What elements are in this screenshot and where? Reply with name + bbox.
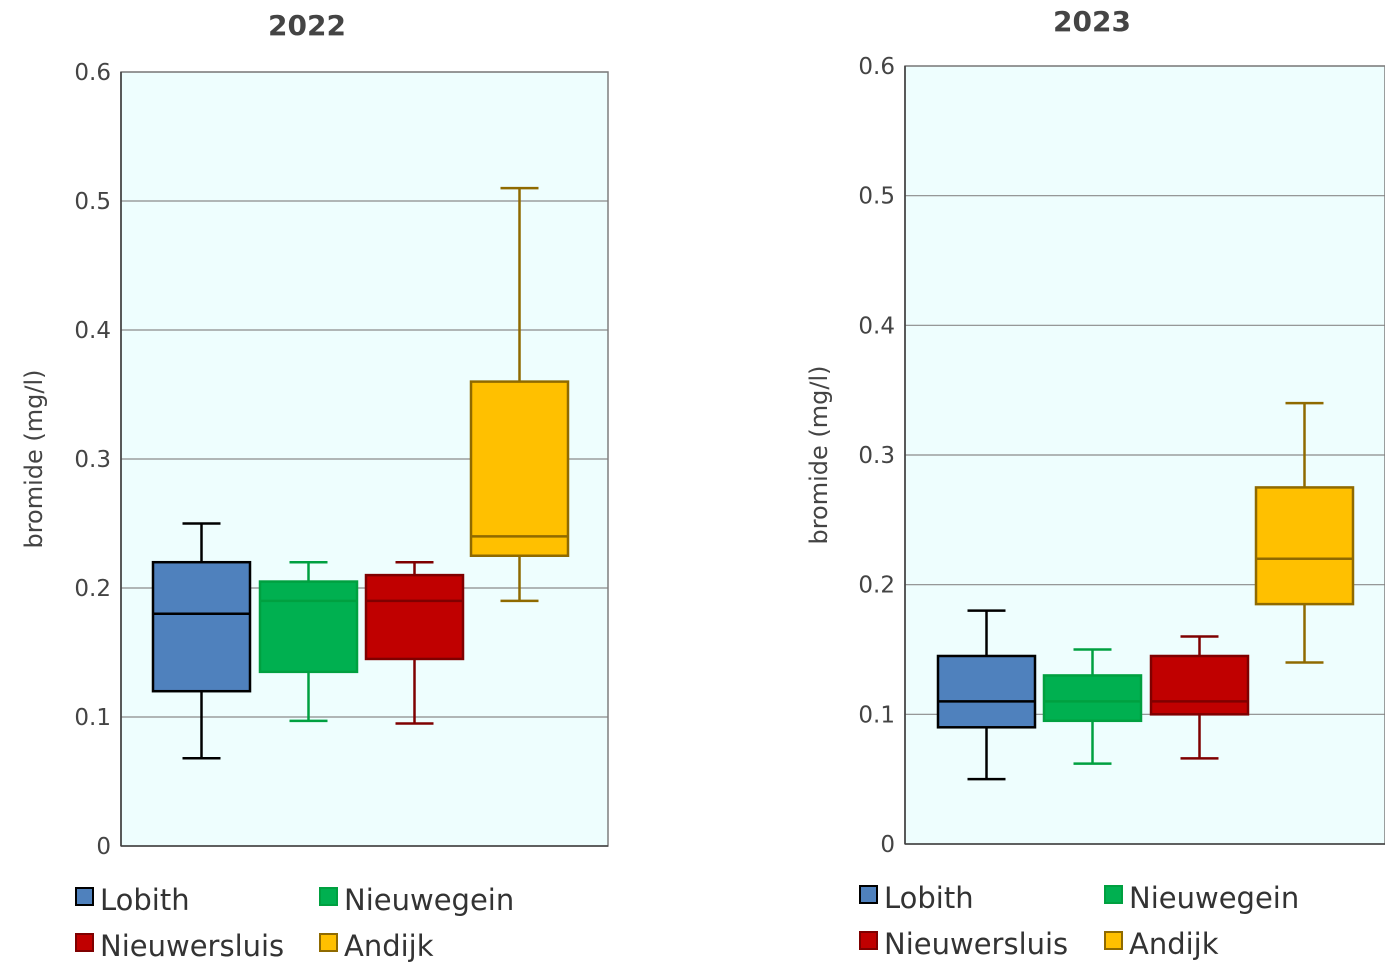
- legend-item-nieuwegein: Nieuwegein: [319, 883, 514, 917]
- box-iqr-nieuwegein: [1042, 674, 1143, 723]
- chart-panel-2022: 0 0.1 0.2 0.3 0.4 0.5 0.6 2022 bromide (mg/l) Lob…: [20, 9, 609, 963]
- box-iqr-andijk: [1254, 486, 1355, 606]
- box-iqr-lobith: [151, 560, 252, 693]
- y-tick-label: 0.5: [74, 189, 111, 215]
- y-tick-label: 0: [880, 832, 895, 858]
- chart-title: 2023: [1053, 5, 1131, 38]
- y-tick-label: 0.1: [74, 705, 111, 731]
- y-tick-label: 0.4: [74, 318, 111, 344]
- legend-item-nieuwegein: Nieuwegein: [1104, 881, 1299, 915]
- legend-label-nieuwersluis: Nieuwersluis: [100, 929, 284, 963]
- box-iqr-lobith: [936, 654, 1037, 729]
- legend-swatch-lobith: [75, 887, 94, 906]
- legend-item-andijk: Andijk: [1104, 927, 1219, 961]
- box-iqr-nieuwersluis: [1149, 654, 1250, 716]
- y-tick-label: 0.1: [858, 702, 895, 728]
- legend-item-lobith: Lobith: [75, 883, 190, 917]
- y-axis-label: bromide (mg/l): [805, 365, 833, 544]
- y-tick-label: 0.6: [858, 54, 895, 80]
- legend-item-nieuwersluis: Nieuwersluis: [75, 929, 284, 963]
- box-andijk: [1254, 401, 1355, 664]
- legend-label-nieuwegein: Nieuwegein: [1129, 881, 1299, 915]
- box-iqr-nieuwersluis: [364, 573, 465, 661]
- y-tick-label: 0.2: [858, 573, 895, 599]
- legend-label-andijk: Andijk: [1129, 927, 1219, 961]
- legend-label-andijk: Andijk: [344, 929, 434, 963]
- legend-label-lobith: Lobith: [884, 881, 974, 915]
- y-tick-label: 0.3: [858, 443, 895, 469]
- legend-label-lobith: Lobith: [100, 883, 190, 917]
- legend-swatch-nieuwersluis: [75, 933, 94, 952]
- legend-swatch-nieuwersluis: [859, 931, 878, 950]
- chart-title: 2022: [268, 9, 346, 42]
- legend-swatch-lobith: [859, 885, 878, 904]
- chart-panel-2023: 0 0.1 0.2 0.3 0.4 0.5 0.6 2023 bromide (mg/l) Lob…: [805, 5, 1385, 961]
- legend-item-nieuwersluis: Nieuwersluis: [859, 927, 1068, 961]
- box-iqr-andijk: [469, 380, 570, 557]
- box-nieuwersluis: [364, 560, 465, 725]
- legend-swatch-andijk: [1104, 931, 1123, 950]
- legend-swatch-nieuwegein: [1104, 885, 1123, 904]
- box-andijk: [469, 186, 570, 603]
- box-nieuwegein: [1042, 648, 1143, 765]
- box-lobith: [151, 522, 252, 760]
- y-tick-label: 0.5: [858, 184, 895, 210]
- y-tick-label: 0: [96, 834, 111, 860]
- legend-item-lobith: Lobith: [859, 881, 974, 915]
- box-iqr-nieuwegein: [258, 580, 359, 674]
- y-tick-label: 0.3: [74, 447, 111, 473]
- legend-swatch-nieuwegein: [319, 887, 338, 906]
- box-nieuwersluis: [1149, 635, 1250, 760]
- y-tick-label: 0.2: [74, 576, 111, 602]
- legend-item-andijk: Andijk: [319, 929, 434, 963]
- legend-swatch-andijk: [319, 933, 338, 952]
- legend-label-nieuwegein: Nieuwegein: [344, 883, 514, 917]
- box-nieuwegein: [258, 560, 359, 723]
- y-tick-label: 0.6: [74, 60, 111, 86]
- legend-label-nieuwersluis: Nieuwersluis: [884, 927, 1068, 961]
- y-axis-label: bromide (mg/l): [20, 369, 48, 548]
- box-lobith: [936, 609, 1037, 781]
- y-tick-label: 0.4: [858, 313, 895, 339]
